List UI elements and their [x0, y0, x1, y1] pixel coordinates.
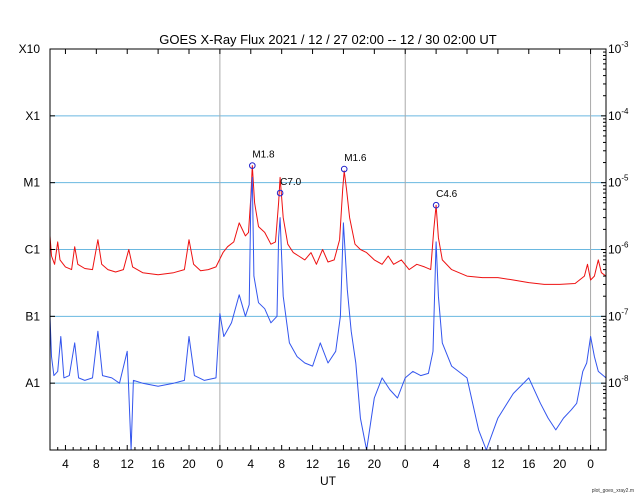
- x-tick-label: 16: [151, 457, 165, 471]
- flare-label: C7.0: [280, 177, 302, 188]
- flare-label: M1.8: [252, 150, 275, 161]
- flare-label: C4.6: [436, 189, 458, 200]
- x-tick-label: 16: [337, 457, 351, 471]
- day-boundary-lines: [219, 49, 592, 450]
- flare-annotations: M1.8 C7.0 M1.6 C4.6: [249, 150, 458, 209]
- y-class-label: X1: [25, 109, 40, 123]
- x-tick-label: 16: [522, 457, 536, 471]
- x-tick-label: 20: [182, 457, 196, 471]
- x-tick-label: 4: [247, 457, 254, 471]
- x-tick-label: 4: [62, 457, 69, 471]
- data-series: [49, 165, 607, 451]
- x-tick-label: 8: [464, 457, 471, 471]
- plot-credit: plot_goes_xray2.m: [592, 488, 634, 494]
- x-tick-label: 20: [368, 457, 382, 471]
- x-axis-ticks: 4 8 12 16 20 0 4 8 12 16 20 0 4 8 12 16 20 0: [49, 49, 607, 471]
- x-tick-label: 12: [121, 457, 135, 471]
- x-tick-label: 12: [306, 457, 320, 471]
- series-line-long: [49, 165, 607, 285]
- series-line-short: [49, 176, 607, 451]
- x-tick-label: 8: [278, 457, 285, 471]
- x-tick-label: 0: [402, 457, 409, 471]
- x-tick-label: 20: [553, 457, 567, 471]
- y-class-label: B1: [25, 309, 40, 323]
- flare-marker: [249, 162, 256, 169]
- y-class-label: X10: [19, 42, 41, 56]
- y-class-label: C1: [25, 243, 41, 257]
- flare-label: M1.6: [344, 153, 367, 164]
- y-class-label: M1: [23, 176, 40, 190]
- x-tick-label: 12: [491, 457, 505, 471]
- flare-marker: [340, 165, 348, 173]
- x-tick-label: 0: [587, 457, 594, 471]
- x-axis-label: UT: [320, 474, 337, 488]
- x-tick-label: 0: [217, 457, 224, 471]
- flare-marker: [432, 201, 440, 209]
- chart-title: GOES X-Ray Flux 2021 / 12 / 27 02:00 -- …: [159, 32, 497, 47]
- x-tick-label: 8: [93, 457, 100, 471]
- y-class-label: A1: [25, 376, 40, 390]
- flare-marker: [276, 189, 284, 197]
- x-tick-label: 4: [433, 457, 440, 471]
